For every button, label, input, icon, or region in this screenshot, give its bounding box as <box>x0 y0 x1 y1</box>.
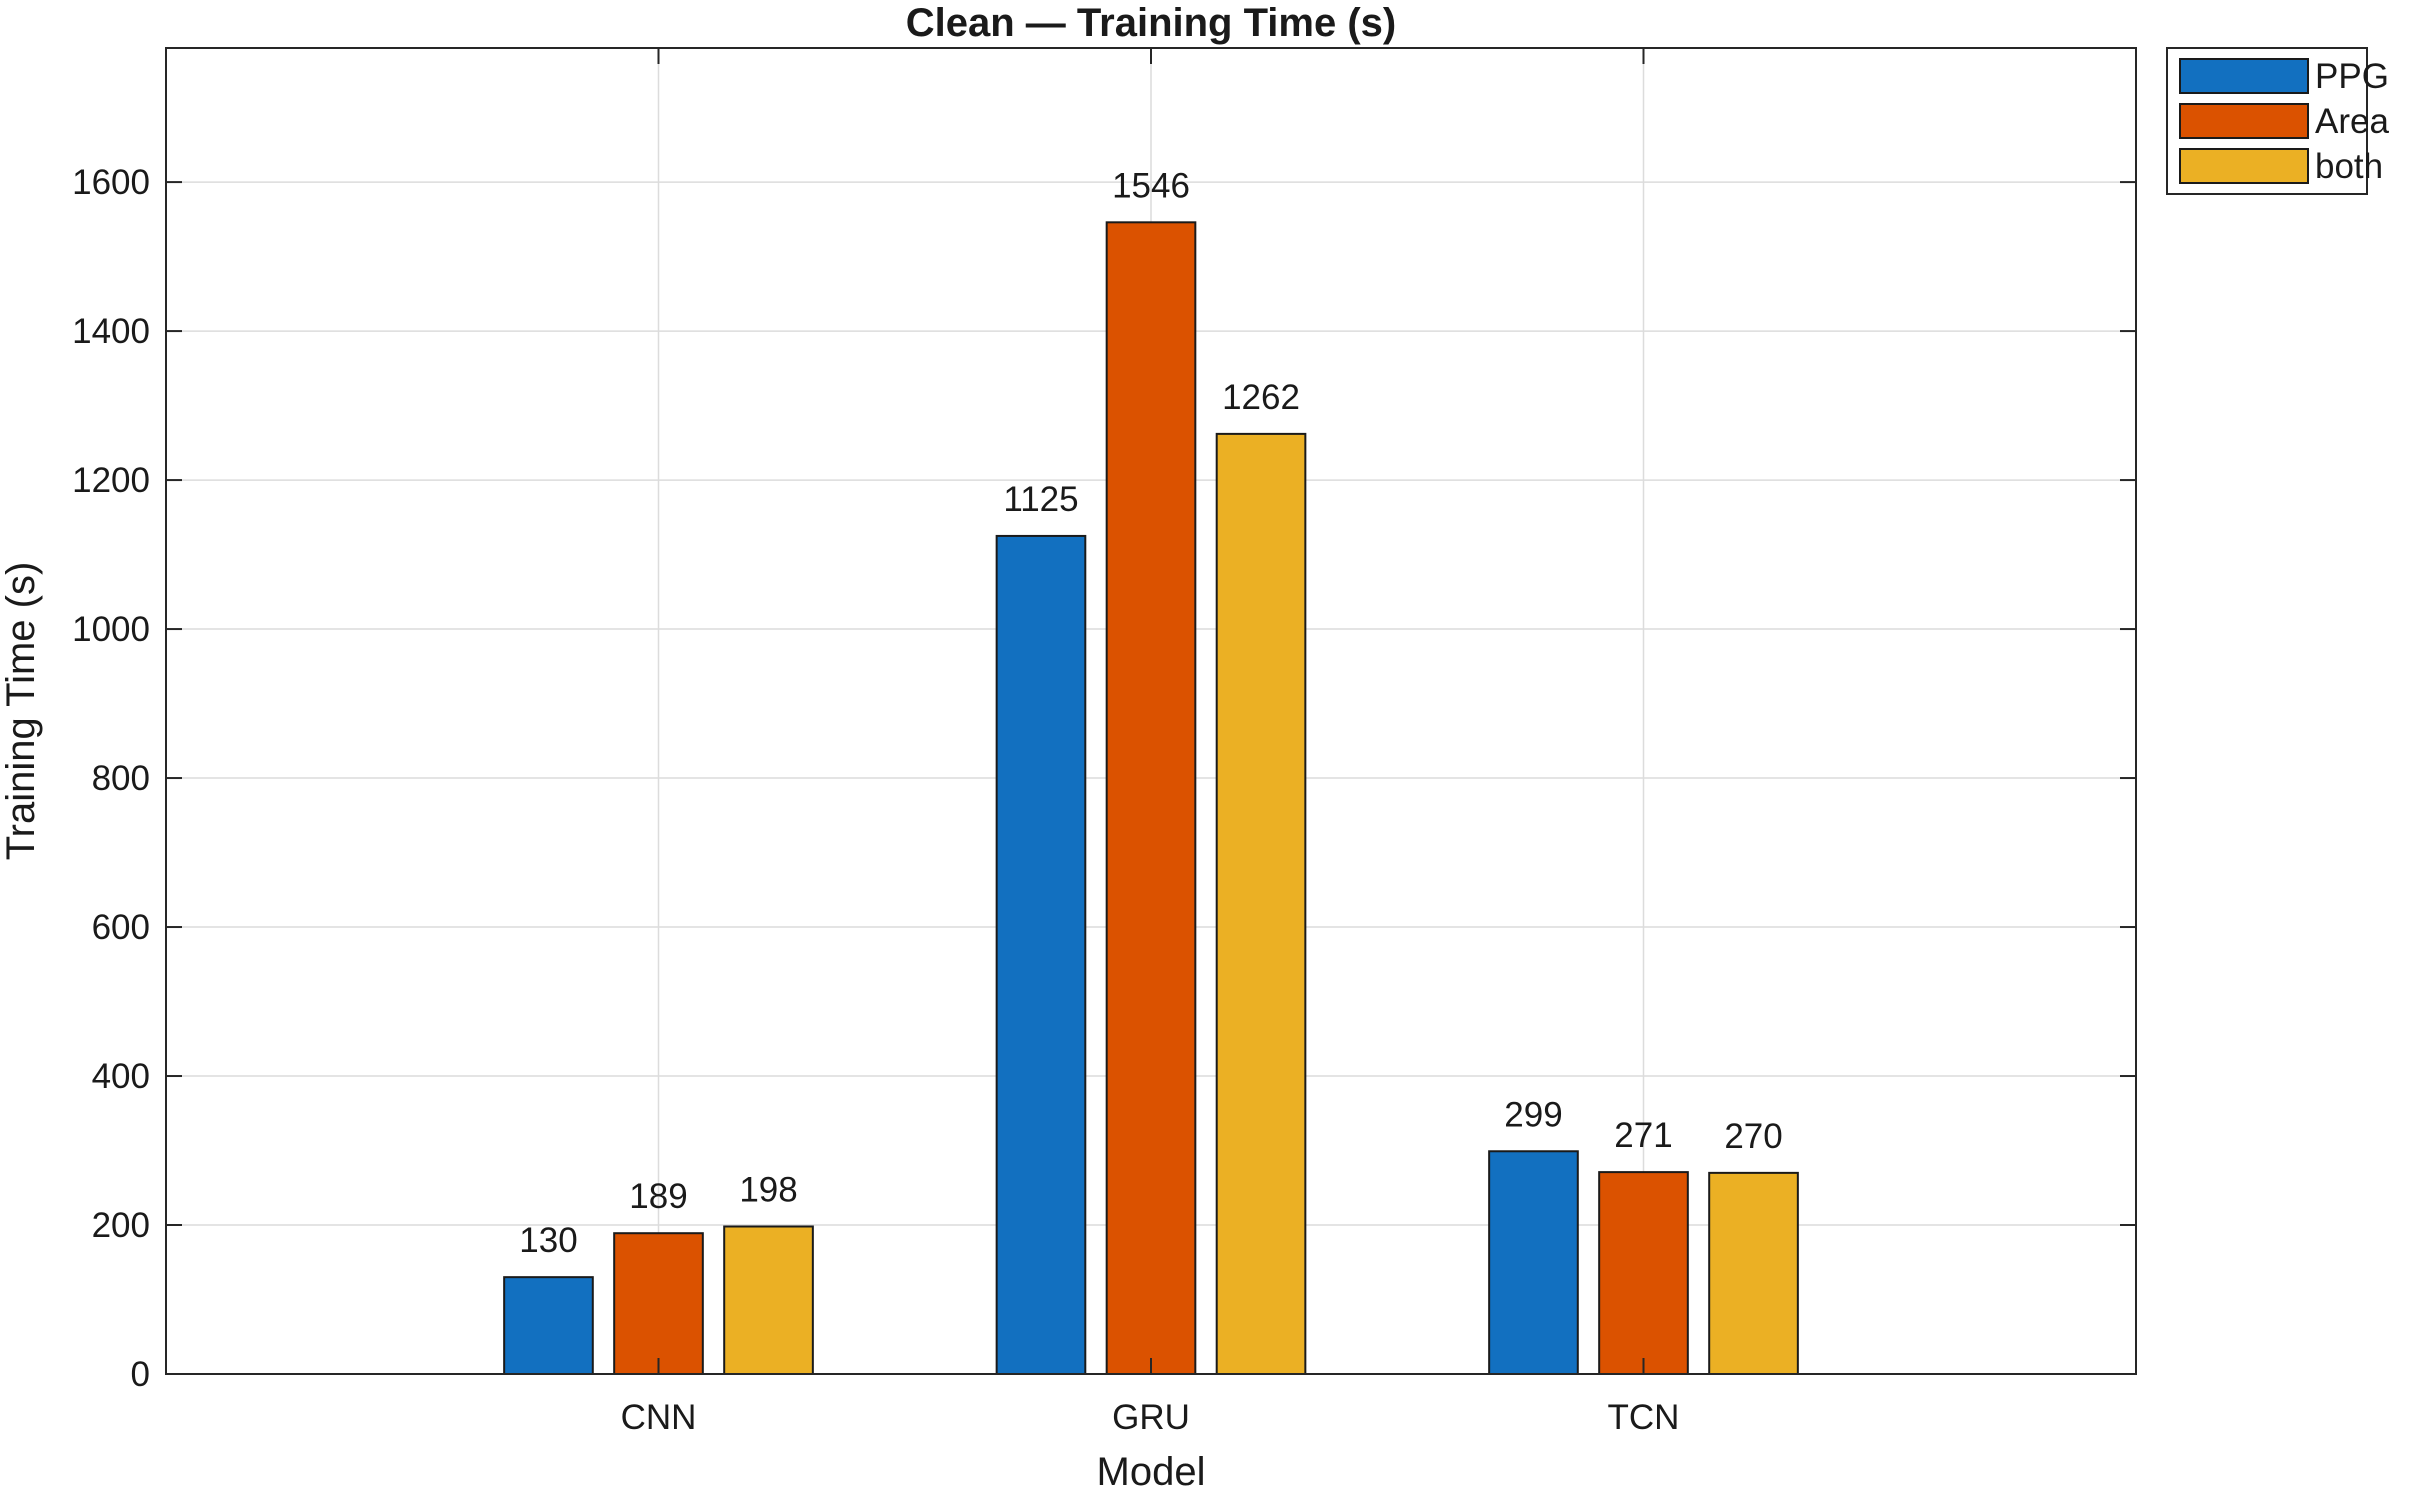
data-label: 299 <box>1504 1095 1562 1134</box>
legend-swatch <box>2179 148 2309 184</box>
legend-label: Area <box>2315 102 2389 141</box>
legend-swatch <box>2179 58 2309 94</box>
bar <box>723 1225 814 1375</box>
bar <box>1488 1150 1579 1376</box>
x-axis-label: Model <box>1097 1450 1206 1489</box>
y-tick-label: 800 <box>92 759 150 798</box>
y-tick-label: 200 <box>92 1206 150 1245</box>
x-tick-label: CNN <box>621 1398 697 1437</box>
data-label: 1546 <box>1112 166 1190 205</box>
legend-label: both <box>2315 147 2383 186</box>
bar <box>1105 221 1197 1375</box>
bar <box>1215 432 1307 1375</box>
bar <box>503 1276 594 1376</box>
x-tick-labels: CNN GRU TCN <box>621 1398 1680 1437</box>
axis-ticks <box>166 48 2136 1375</box>
data-label: 1125 <box>1003 480 1078 519</box>
y-tick-label: 1400 <box>72 312 150 351</box>
y-tick-label: 600 <box>92 908 150 947</box>
y-tick-label: 400 <box>92 1057 150 1096</box>
data-label: 130 <box>519 1221 577 1260</box>
bar <box>613 1232 704 1375</box>
data-label: 1262 <box>1222 378 1300 417</box>
x-tick-label: TCN <box>1608 1398 1680 1437</box>
y-tick-label: 1200 <box>72 461 150 500</box>
x-tick-label: GRU <box>1112 1398 1190 1437</box>
y-axis-label: Training Time (s) <box>0 562 43 861</box>
legend: PPG Area both <box>2166 47 2389 195</box>
y-tick-labels: 0 200 400 600 800 1000 1200 1400 1600 <box>72 163 150 1394</box>
bars <box>503 221 1799 1376</box>
data-label: 189 <box>629 1177 687 1216</box>
data-label: 198 <box>739 1171 797 1210</box>
chart-title: Clean — Training Time (s) <box>906 1 1396 45</box>
legend-label: PPG <box>2315 57 2389 96</box>
y-tick-label: 0 <box>131 1355 150 1394</box>
y-tick-label: 1600 <box>72 163 150 202</box>
data-label: 270 <box>1724 1117 1782 1156</box>
data-label: 271 <box>1614 1116 1672 1155</box>
bar <box>1708 1171 1799 1375</box>
bar <box>995 534 1087 1375</box>
bar <box>1598 1171 1689 1376</box>
legend-swatch <box>2179 103 2309 139</box>
y-tick-label: 1000 <box>72 610 150 649</box>
data-labels: 130 1125 299 189 1546 271 198 1262 270 <box>519 166 1782 1260</box>
